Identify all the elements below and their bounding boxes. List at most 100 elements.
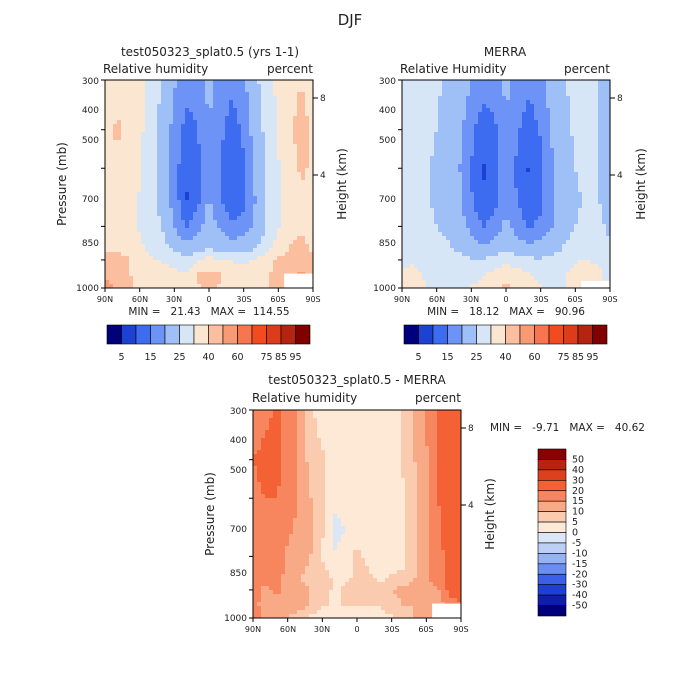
contour-cell [225, 176, 230, 181]
contour-cell [498, 100, 503, 105]
contour-cell [458, 128, 463, 133]
contour-cell [606, 168, 610, 173]
contour-cell [273, 184, 278, 189]
contour-cell [494, 184, 499, 189]
contour-cell [185, 184, 190, 189]
contour-cell [462, 220, 467, 225]
contour-cell [498, 196, 503, 201]
contour-cell [309, 212, 313, 217]
contour-cell [414, 116, 419, 121]
contour-cell [550, 228, 555, 233]
contour-cell [237, 156, 242, 161]
contour-cell [498, 120, 503, 125]
contour-cell [470, 108, 475, 113]
contour-cell [161, 124, 166, 129]
contour-cell [237, 248, 242, 253]
contour-cell [434, 200, 439, 205]
contour-cell [518, 192, 523, 197]
contour-cell [261, 184, 266, 189]
contour-cell [502, 100, 507, 105]
contour-cell [297, 124, 302, 129]
contour-cell [482, 120, 487, 125]
contour-cell [125, 80, 130, 85]
contour-cell [121, 108, 126, 113]
contour-cell [414, 176, 419, 181]
contour-cell [578, 140, 583, 145]
contour-cell [426, 152, 431, 157]
contour-cell [177, 260, 182, 265]
contour-cell [169, 228, 174, 233]
contour-cell [161, 276, 166, 281]
contour-cell [494, 212, 499, 217]
contour-cell [606, 232, 610, 237]
contour-cell [285, 88, 290, 93]
contour-cell [153, 100, 158, 105]
contour-cell [153, 196, 158, 201]
contour-cell [181, 80, 186, 85]
contour-cell [269, 148, 274, 153]
contour-cell [566, 168, 571, 173]
contour-cell [133, 160, 138, 165]
contour-cell [494, 88, 499, 93]
contour-cell [165, 96, 170, 101]
contour-cell [277, 120, 282, 125]
contour-cell [418, 232, 423, 237]
contour-cell [229, 236, 234, 241]
contour-cell [293, 172, 298, 177]
contour-cell [534, 132, 539, 137]
contour-cell [133, 84, 138, 89]
contour-cell [309, 88, 313, 93]
contour-cell [149, 252, 154, 257]
colorbar-label: 95 [289, 352, 301, 363]
contour-cell [121, 124, 126, 129]
contour-cell [153, 132, 158, 137]
contour-cell [502, 148, 507, 153]
contour-cell [221, 228, 226, 233]
contour-cell [261, 148, 266, 153]
contour-cell [502, 208, 507, 213]
contour-cell [241, 152, 246, 157]
contour-cell [249, 280, 254, 285]
contour-cell [502, 200, 507, 205]
contour-cell [590, 236, 595, 241]
contour-cell [189, 96, 194, 101]
contour-cell [209, 224, 214, 229]
contour-cell [430, 212, 435, 217]
contour-cell [161, 172, 166, 177]
contour-cell [470, 212, 475, 217]
contour-cell [285, 268, 290, 273]
contour-cell [494, 196, 499, 201]
contour-cell [502, 124, 507, 129]
contour-cell [221, 156, 226, 161]
contour-cell [434, 148, 439, 153]
contour-cell [458, 104, 463, 109]
contour-cell [145, 128, 150, 133]
contour-cell [205, 160, 210, 165]
contour-cell [281, 192, 286, 197]
contour-cell [109, 272, 114, 277]
contour-cell [434, 104, 439, 109]
contour-cell [598, 248, 603, 253]
contour-cell [426, 208, 431, 213]
contour-cell [426, 148, 431, 153]
contour-cell [165, 280, 170, 285]
contour-cell [542, 104, 547, 109]
contour-cell [273, 152, 278, 157]
contour-cell [301, 140, 306, 145]
contour-cell [594, 152, 599, 157]
contour-cell [594, 156, 599, 161]
contour-cell [293, 188, 298, 193]
contour-cell [161, 260, 166, 265]
contour-cell [506, 136, 511, 141]
contour-cell [117, 216, 122, 221]
contour-cell [237, 148, 242, 153]
contour-cell [177, 92, 182, 97]
contour-cell [410, 216, 415, 221]
contour-cell [193, 128, 198, 133]
contour-cell [221, 204, 226, 209]
contour-cell [245, 132, 250, 137]
contour-cell [237, 80, 242, 85]
contour-cell [530, 160, 535, 165]
contour-cell [594, 148, 599, 153]
contour-cell [562, 80, 567, 85]
